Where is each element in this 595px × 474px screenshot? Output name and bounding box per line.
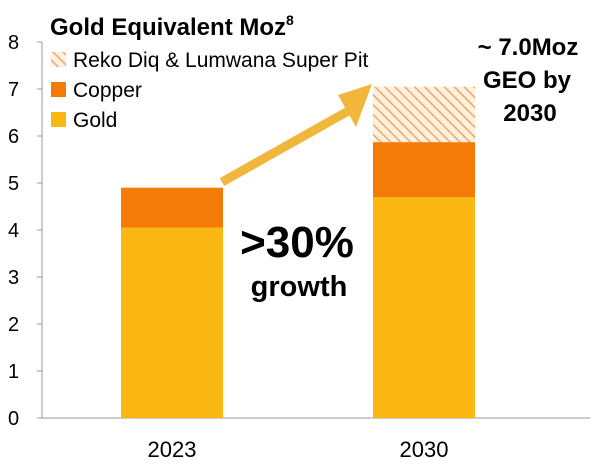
- y-tick-label: 4: [8, 220, 19, 242]
- target-label-line-2: GEO by: [483, 67, 572, 94]
- growth-arrow-head: [338, 84, 372, 127]
- target-label-line-1: ~ 7.0Moz: [478, 34, 579, 61]
- y-tick-label: 8: [8, 32, 19, 54]
- y-tick-label: 1: [8, 361, 19, 383]
- y-tick-label: 2: [8, 314, 19, 336]
- legend-swatch-reko-diq-lumwana-super-pit: [51, 52, 66, 67]
- x-axis-ticks: 2023 2030: [148, 437, 449, 462]
- y-tick-label: 5: [8, 173, 19, 195]
- legend-label-copper: Copper: [73, 79, 142, 102]
- bars: [121, 86, 475, 418]
- legend-label-gold: Gold: [73, 109, 117, 132]
- y-tick-label: 6: [8, 126, 19, 148]
- target-label-line-3: 2030: [503, 100, 556, 127]
- legend-swatch-copper: [51, 82, 66, 97]
- chart-title: Gold Equivalent Moz8: [50, 12, 294, 41]
- chart-title-superscript: 8: [286, 12, 294, 28]
- bar-segment-reko-diq-lumwana-super-pit-2030: [373, 86, 475, 143]
- bar-segment-gold-2023: [121, 227, 223, 418]
- y-tick-label: 3: [8, 267, 19, 289]
- y-axis-ticks: 0 1 2 3 4 5 6 7 8: [8, 32, 42, 430]
- legend: Reko Diq & Lumwana Super Pit Copper Gold: [51, 49, 368, 132]
- growth-arrow-shaft: [219, 106, 353, 186]
- bar-segment-copper-2030: [373, 142, 475, 198]
- legend-swatch-gold: [51, 112, 66, 127]
- bar-segment-copper-2023: [121, 187, 223, 228]
- x-tick-label-2030: 2030: [400, 437, 449, 462]
- growth-percent-label: >30%: [240, 218, 354, 267]
- y-tick-label: 0: [8, 408, 19, 430]
- y-tick-label: 7: [8, 79, 19, 101]
- growth-word-label: growth: [251, 271, 348, 303]
- growth-arrow: [219, 84, 372, 186]
- x-tick-label-2023: 2023: [148, 437, 197, 462]
- legend-label-reko-diq-lumwana-super-pit: Reko Diq & Lumwana Super Pit: [73, 49, 368, 72]
- bar-segment-gold-2030: [373, 197, 475, 418]
